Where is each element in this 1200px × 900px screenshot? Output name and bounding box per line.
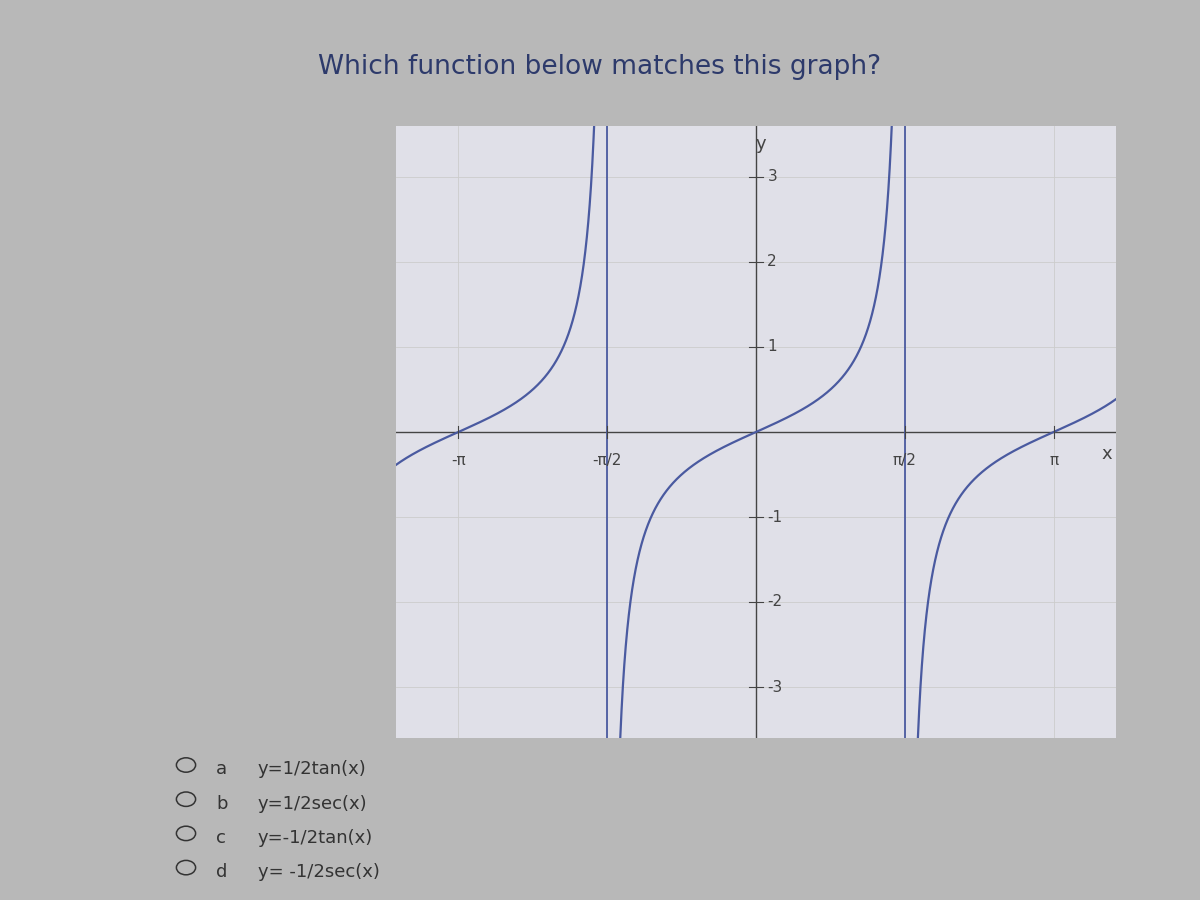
Text: b: b xyxy=(216,795,228,813)
Text: y=1/2sec(x): y=1/2sec(x) xyxy=(258,795,367,813)
Text: x: x xyxy=(1102,445,1112,463)
Text: 2: 2 xyxy=(767,255,776,269)
Text: -3: -3 xyxy=(767,680,782,695)
Text: a: a xyxy=(216,760,227,778)
Text: -π/2: -π/2 xyxy=(593,454,622,468)
Text: c: c xyxy=(216,829,226,847)
Text: π: π xyxy=(1049,454,1058,468)
Text: -1: -1 xyxy=(767,509,782,525)
Text: π/2: π/2 xyxy=(893,454,917,468)
Text: 1: 1 xyxy=(767,339,776,355)
Text: d: d xyxy=(216,863,227,881)
Text: y=1/2tan(x): y=1/2tan(x) xyxy=(258,760,367,778)
Text: -π: -π xyxy=(451,454,466,468)
Text: Which function below matches this graph?: Which function below matches this graph? xyxy=(318,54,882,80)
Text: y=-1/2tan(x): y=-1/2tan(x) xyxy=(258,829,373,847)
Text: -2: -2 xyxy=(767,595,782,609)
Text: y= -1/2sec(x): y= -1/2sec(x) xyxy=(258,863,380,881)
Text: 3: 3 xyxy=(767,169,778,184)
Text: y: y xyxy=(756,135,766,153)
